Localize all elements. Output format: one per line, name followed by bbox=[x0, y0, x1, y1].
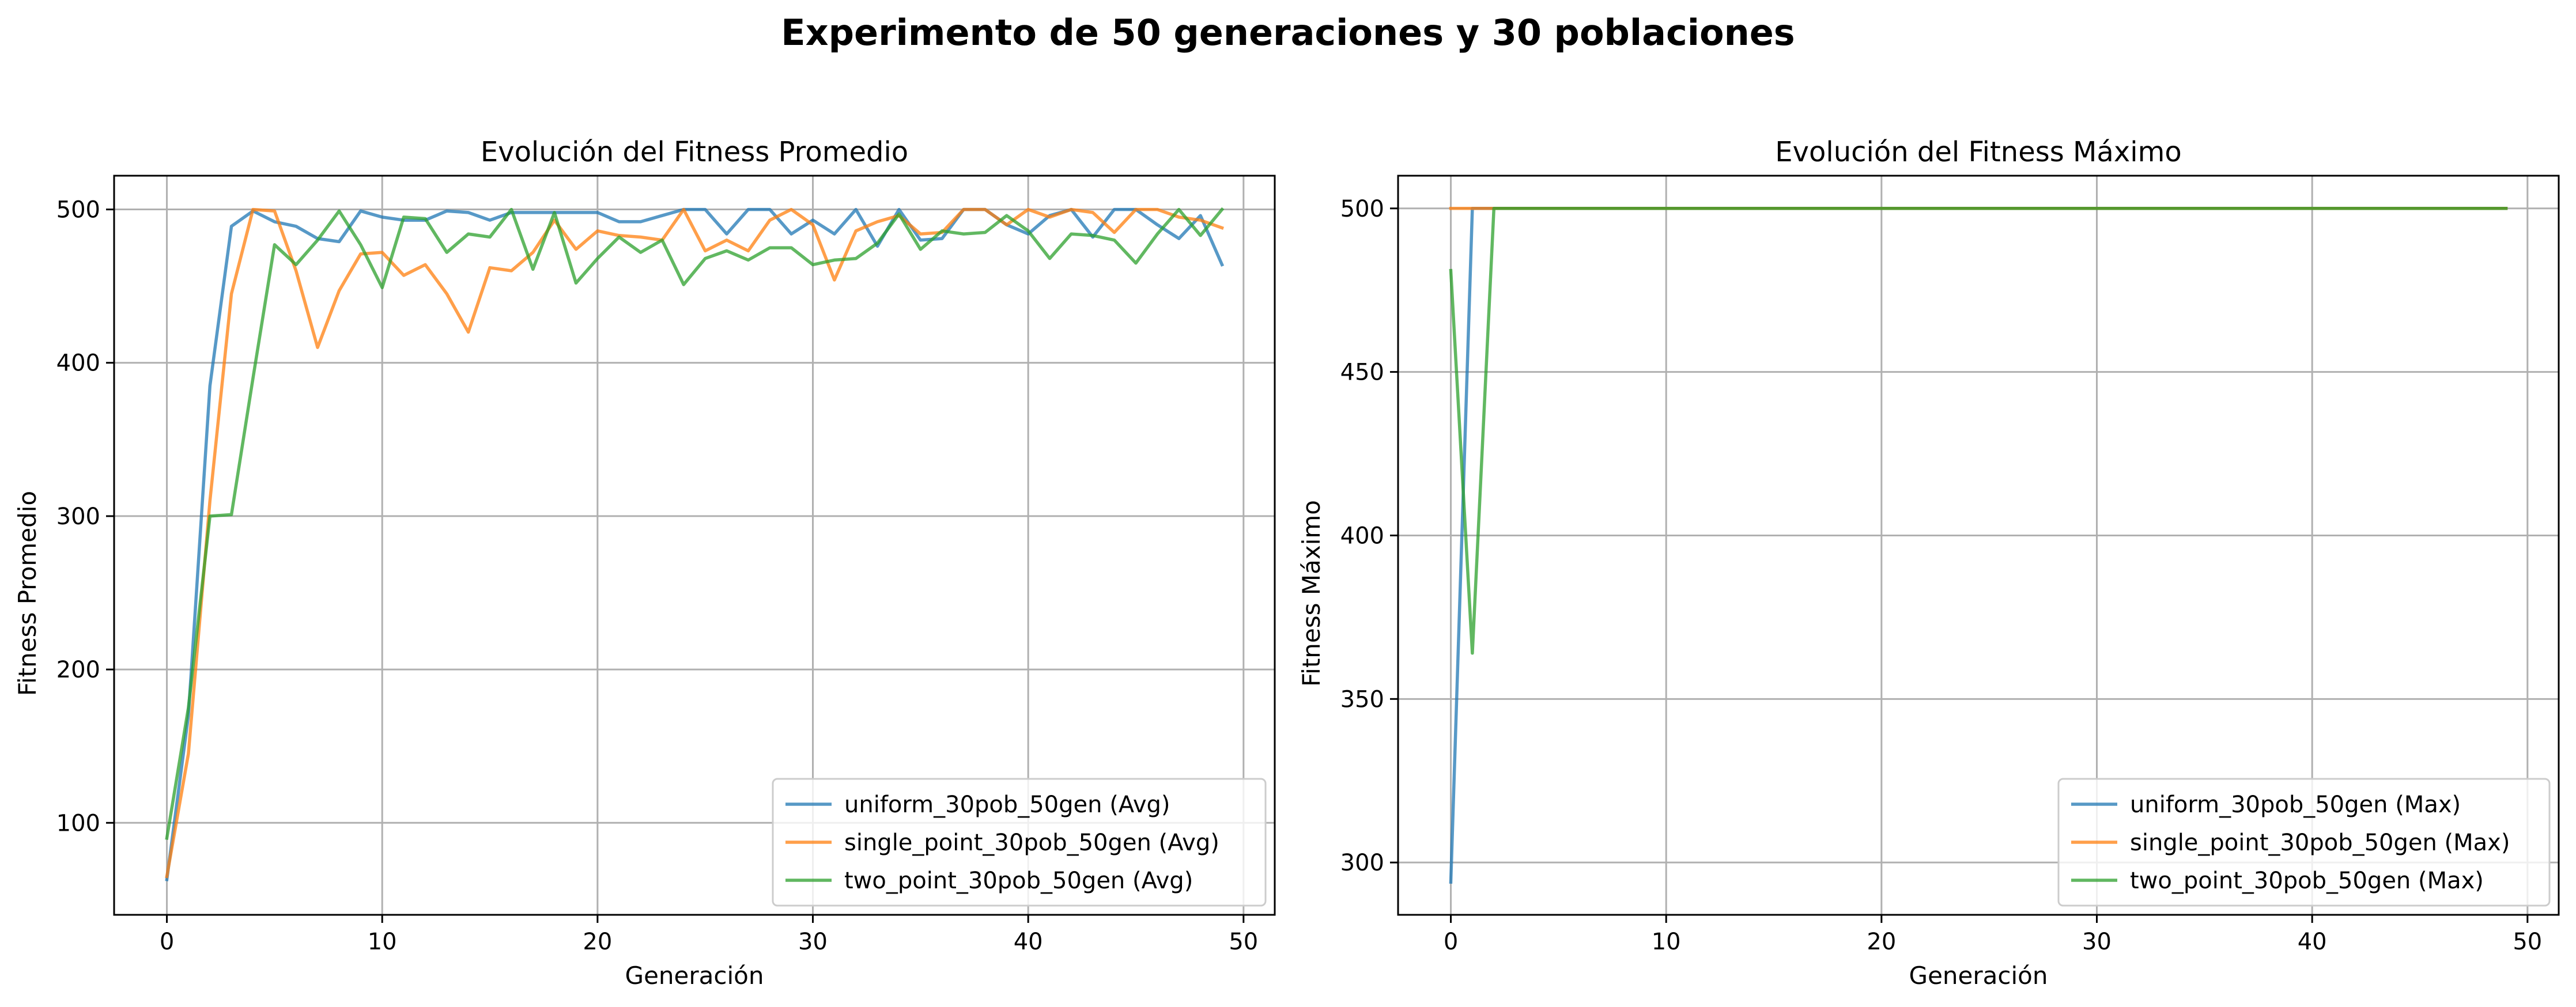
chart-fitness-promedio: Evolución del Fitness Promedio Generació… bbox=[13, 136, 1276, 990]
plot-frame bbox=[1397, 175, 2560, 916]
legend-entry-label: two_point_30pob_50gen (Avg) bbox=[844, 868, 1193, 894]
chart-title: Evolución del Fitness Máximo bbox=[1775, 136, 2181, 168]
figure-suptitle: Experimento de 50 generaciones y 30 pobl… bbox=[781, 12, 1795, 54]
x-tick-label: 0 bbox=[1444, 929, 1458, 955]
x-tick-label: 10 bbox=[1652, 929, 1681, 955]
x-axis-label: Generación bbox=[625, 961, 764, 990]
x-tick-label: 30 bbox=[798, 929, 828, 955]
x-tick-label: 30 bbox=[2082, 929, 2112, 955]
y-tick-label: 500 bbox=[1340, 196, 1384, 222]
series-line-1 bbox=[165, 207, 1225, 879]
x-tick-label: 50 bbox=[2513, 929, 2542, 955]
y-tick-label: 300 bbox=[1340, 850, 1384, 876]
legend-entry-label: single_point_30pob_50gen (Avg) bbox=[844, 830, 1219, 856]
x-tick-label: 40 bbox=[1014, 929, 1043, 955]
x-tick-label: 0 bbox=[160, 929, 174, 955]
y-tick-label: 300 bbox=[56, 504, 100, 530]
y-axis-label: Fitness Máximo bbox=[1297, 500, 1325, 687]
x-axis-label: Generación bbox=[1909, 961, 2048, 990]
legend-entry-label: uniform_30pob_50gen (Max) bbox=[2130, 792, 2461, 818]
y-tick-label: 200 bbox=[56, 657, 100, 683]
plot-frame bbox=[113, 175, 1276, 916]
y-axis-label: Fitness Promedio bbox=[13, 491, 41, 696]
y-tick-label: 100 bbox=[56, 810, 100, 836]
x-tick-label: 50 bbox=[1229, 929, 1258, 955]
series-line-2 bbox=[165, 207, 1225, 841]
legend-entry-label: two_point_30pob_50gen (Max) bbox=[2130, 868, 2484, 894]
series-line-2 bbox=[1449, 207, 2508, 655]
x-tick-label: 20 bbox=[583, 929, 612, 955]
chart-title: Evolución del Fitness Promedio bbox=[481, 136, 908, 168]
chart-fitness-maximo: Evolución del Fitness Máximo Generación … bbox=[1297, 136, 2560, 990]
legend: uniform_30pob_50gen (Avg) single_point_30… bbox=[772, 778, 1267, 907]
y-tick-label: 350 bbox=[1340, 686, 1384, 713]
y-tick-label: 500 bbox=[56, 197, 100, 224]
x-tick-label: 40 bbox=[2298, 929, 2327, 955]
series-line-0 bbox=[165, 207, 1225, 881]
y-tick-label: 450 bbox=[1340, 359, 1384, 386]
legend-entry-label: uniform_30pob_50gen (Avg) bbox=[844, 792, 1170, 818]
y-tick-label: 400 bbox=[1340, 523, 1384, 549]
y-tick-label: 400 bbox=[56, 350, 100, 377]
legend-entry-label: single_point_30pob_50gen (Max) bbox=[2130, 830, 2510, 856]
x-tick-label: 10 bbox=[368, 929, 397, 955]
legend: uniform_30pob_50gen (Max) single_point_30… bbox=[2057, 778, 2551, 907]
x-tick-label: 20 bbox=[1867, 929, 1896, 955]
